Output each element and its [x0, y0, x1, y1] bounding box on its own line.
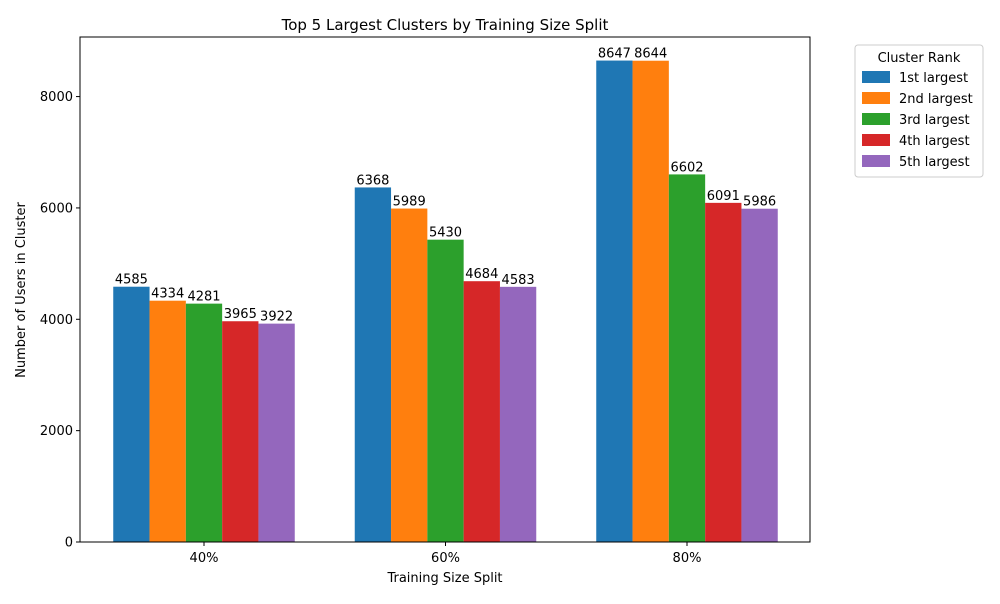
bar-5-3	[741, 208, 778, 542]
y-tick-label: 0	[65, 536, 73, 551]
legend-label: 1st largest	[899, 71, 968, 86]
legend-swatch	[862, 113, 890, 125]
bar-3-1	[185, 303, 223, 542]
bar-4-1	[222, 321, 259, 542]
bar-5-1	[258, 323, 295, 542]
y-tick-label: 8000	[40, 90, 73, 105]
bar-4-3	[705, 202, 742, 543]
legend-swatch	[862, 155, 890, 167]
x-axis-label: Training Size Split	[386, 571, 502, 586]
legend-label: 3rd largest	[899, 113, 970, 128]
legend-swatch	[862, 71, 890, 83]
x-tick-label: 60%	[431, 551, 460, 566]
bar-value-label: 8644	[634, 47, 667, 62]
bar-value-label: 6602	[670, 160, 703, 175]
y-tick-label: 4000	[40, 313, 73, 328]
axes-group: 0 2000 4000 6000 8000 40% 60% 80%	[40, 36, 811, 566]
legend: Cluster Rank 1st largest 2nd largest 3rd l…	[854, 44, 984, 178]
bar-2-3	[632, 60, 669, 542]
y-axis-label: Number of Users in Cluster	[14, 202, 29, 378]
legend-label: 2nd largest	[899, 92, 973, 107]
bar-3-3	[668, 174, 706, 542]
bar-1-2	[354, 187, 392, 542]
legend-label: 5th largest	[899, 155, 970, 170]
y-tick-label: 6000	[40, 201, 73, 216]
bar-2-2	[391, 208, 428, 543]
legend-swatch	[862, 92, 890, 104]
bar-value-label: 4583	[502, 273, 535, 288]
bar-value-label: 6368	[356, 173, 389, 188]
legend-title: Cluster Rank	[878, 51, 961, 66]
x-tick-label: 80%	[673, 551, 702, 566]
bars-group	[113, 60, 778, 543]
bar-value-label: 5986	[743, 195, 776, 210]
legend-label: 4th largest	[899, 134, 970, 149]
bar-2-1	[149, 300, 186, 542]
bar-value-label: 4585	[115, 273, 148, 288]
bar-value-label: 4334	[151, 287, 184, 302]
bar-value-label: 6091	[707, 189, 740, 204]
bar-4-2	[463, 281, 500, 542]
legend-items: 1st largest 2nd largest 3rd largest 4th lar…	[862, 71, 973, 170]
bar-value-label: 3965	[224, 307, 257, 322]
bar-3-2	[427, 239, 464, 543]
bar-value-label: 4684	[465, 267, 498, 282]
bar-value-label: 3922	[260, 310, 293, 325]
y-tick-label: 2000	[40, 424, 73, 439]
chart-title: Top 5 Largest Clusters by Training Size …	[281, 16, 609, 34]
bar-5-2	[499, 286, 537, 542]
x-tick-label: 40%	[190, 551, 219, 566]
bar-1-3	[596, 60, 633, 543]
bar-value-label: 8647	[598, 47, 631, 62]
bar-1-1	[113, 286, 150, 542]
legend-swatch	[862, 134, 890, 146]
bar-value-label: 4281	[187, 290, 220, 305]
bar-value-label: 5989	[393, 195, 426, 210]
bar-value-label: 5430	[429, 226, 462, 241]
